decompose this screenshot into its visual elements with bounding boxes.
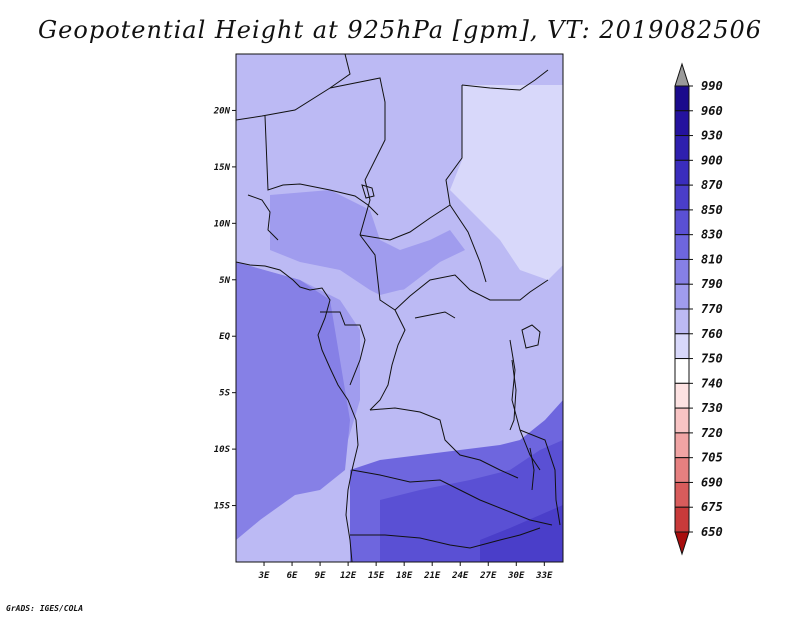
colorbar-box — [674, 457, 690, 483]
border-south-2 — [350, 527, 541, 549]
y-tick-label: 20N — [213, 106, 231, 116]
y-tick-label: 10S — [214, 445, 231, 455]
colorbar-label: 830 — [701, 228, 723, 242]
colorbar-box — [674, 184, 690, 211]
border-gabon — [320, 311, 366, 386]
y-tick-label: 10N — [214, 219, 231, 229]
colorbar-box — [674, 506, 690, 533]
colorbar-top-arrow — [674, 62, 690, 87]
colorbar-box — [674, 159, 690, 186]
lake-tanganyika — [509, 359, 517, 431]
colorbar: 990 960 930 900 870 850 830 810 790 770 760 750 740 7… — [674, 62, 723, 556]
field-region-atlantic-band — [236, 262, 350, 540]
border-central — [359, 204, 451, 241]
colorbar-label: 850 — [701, 203, 723, 217]
colorbar-label: 740 — [701, 376, 723, 390]
colorbar-label: 790 — [701, 277, 723, 291]
chart-title: Geopotential Height at 925hPa [gpm], VT:… — [38, 16, 762, 44]
lake-malawi — [529, 447, 535, 491]
colorbar-label: 770 — [701, 302, 723, 316]
colorbar-box — [674, 209, 690, 236]
coastline-west — [236, 261, 359, 562]
border-drc-south — [369, 407, 519, 479]
colorbar-box — [674, 110, 690, 137]
colorbar-box — [674, 382, 690, 409]
colorbar-box — [674, 85, 690, 112]
height-field — [236, 54, 563, 562]
y-tick-label: 5N — [219, 276, 230, 286]
x-tick-label: 12E — [340, 571, 357, 581]
colorbar-box — [674, 333, 690, 360]
border-sahara-2 — [329, 77, 386, 236]
x-tick-label: 27E — [479, 571, 497, 581]
x-tick-label: 3E — [258, 571, 270, 581]
colorbar-label: 900 — [701, 153, 723, 167]
colorbar-box — [674, 283, 690, 310]
colorbar-label: 650 — [701, 525, 723, 539]
field-region-southeast-core — [480, 505, 563, 562]
x-axis: 3E 6E 9E 12E 15E 18E 21E 24E 27E 30E 33E — [258, 562, 553, 581]
colorbar-box — [674, 432, 690, 459]
colorbar-box — [674, 258, 690, 285]
colorbar-box — [674, 407, 690, 434]
colorbar-box — [674, 358, 690, 384]
colorbar-label: 810 — [701, 252, 723, 266]
border-sahel — [359, 234, 549, 311]
x-tick-label: 18E — [396, 571, 413, 581]
y-tick-label: 15S — [214, 502, 231, 512]
field-region-east-high — [450, 85, 563, 280]
country-borders — [236, 54, 561, 562]
y-axis: 20N 15N 10N 5N EQ 5S 10S 15S — [213, 106, 236, 512]
x-tick-label: 33E — [535, 571, 553, 581]
colorbar-label: 690 — [701, 475, 723, 489]
colorbar-label: 705 — [701, 451, 723, 465]
border-west-small — [247, 194, 279, 241]
colorbar-label: 760 — [701, 327, 723, 341]
y-tick-label: EQ — [219, 332, 230, 342]
border-sahara-1 — [236, 54, 351, 121]
field-region-central-basin — [360, 285, 530, 460]
border-drc-west — [369, 309, 406, 411]
colorbar-box — [674, 234, 690, 260]
map-frame — [235, 53, 564, 563]
colorbar-box — [674, 481, 690, 508]
border-northeast — [461, 69, 549, 91]
colorbar-box — [674, 308, 690, 335]
colorbar-label: 750 — [701, 352, 723, 366]
colorbar-box — [674, 135, 690, 161]
colorbar-bottom-arrow — [674, 531, 690, 556]
x-tick-label: 9E — [315, 571, 326, 581]
colorbar-label: 870 — [701, 178, 723, 192]
x-tick-label: 30E — [507, 571, 525, 581]
lake-victoria — [521, 324, 541, 349]
river-congo — [414, 311, 456, 319]
border-south-1 — [351, 469, 553, 526]
border-sahara-3 — [264, 115, 379, 216]
x-tick-label: 15E — [368, 571, 385, 581]
grads-credit: GrADS: IGES/COLA — [6, 604, 84, 613]
colorbar-label: 720 — [701, 426, 723, 440]
x-tick-label: 6E — [287, 571, 298, 581]
lake-chad — [361, 184, 375, 199]
colorbar-label: 990 — [701, 79, 723, 93]
border-southeast — [519, 429, 561, 526]
y-tick-label: 15N — [214, 163, 231, 173]
x-tick-label: 24E — [451, 571, 469, 581]
x-tick-label: 21E — [423, 571, 441, 581]
colorbar-label: 675 — [701, 500, 723, 514]
colorbar-label: 930 — [701, 129, 723, 143]
y-tick-label: 5S — [219, 389, 230, 399]
colorbar-label: 960 — [701, 104, 723, 118]
colorbar-label: 730 — [701, 401, 723, 415]
